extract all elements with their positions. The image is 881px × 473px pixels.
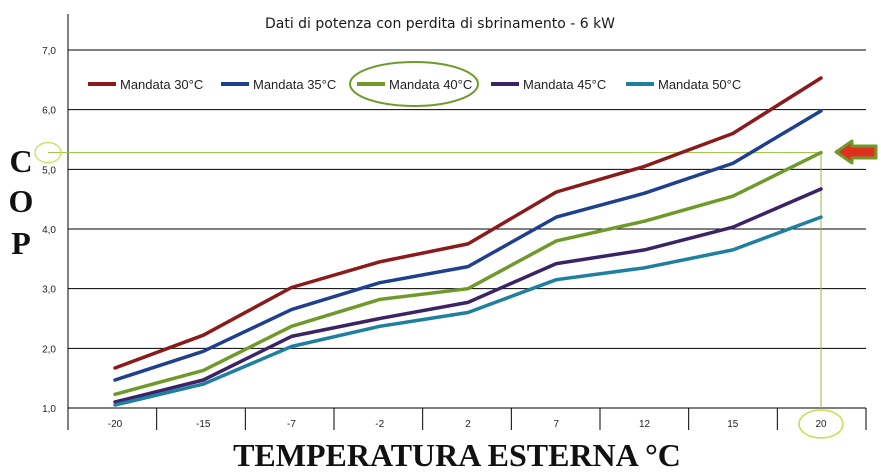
y-tick-label: 2,0 xyxy=(42,344,56,355)
x-tick-label: -7 xyxy=(287,419,296,430)
y-tick-label: 4,0 xyxy=(42,225,56,236)
legend: Mandata 30°C Mandata 35°C Mandata 40°C Mand… xyxy=(88,61,741,107)
legend-label: Mandata 30°C xyxy=(120,77,203,92)
y-label-letter: P xyxy=(11,225,31,261)
legend-label: Mandata 50°C xyxy=(658,77,741,92)
legend-label: Mandata 45°C xyxy=(523,77,606,92)
series-line-4 xyxy=(113,187,823,404)
y-axis-label: COP xyxy=(9,143,34,261)
x-axis-label: TEMPERATURA ESTERNA °C xyxy=(233,437,681,473)
x-tick-label: -20 xyxy=(108,419,123,430)
highlight-arrow xyxy=(834,139,878,165)
x-tick-labels: -20 -15 -7 -2 2 7 12 15 20 xyxy=(108,419,827,430)
legend-highlight-ellipse xyxy=(349,61,479,107)
y-tick-labels: 1,0 2,0 3,0 4,0 5,0 6,0 7,0 xyxy=(42,46,56,415)
y-tick-label: 6,0 xyxy=(42,106,56,117)
axes xyxy=(67,14,867,430)
x-tick-label: 7 xyxy=(553,419,559,430)
series-line-3 xyxy=(113,150,823,397)
series-line-2 xyxy=(113,109,823,382)
y-label-letter: O xyxy=(9,183,34,219)
chart-title: Dati di potenza con perdita di sbrinamen… xyxy=(265,16,615,32)
grid xyxy=(68,49,866,409)
y-tick-label: 7,0 xyxy=(42,46,56,57)
y-tick-label: 3,0 xyxy=(42,285,56,296)
x-tick-label: 15 xyxy=(727,419,739,430)
highlight-y-circle xyxy=(34,142,62,164)
x-tick-label: -15 xyxy=(196,419,211,430)
series-line-1 xyxy=(113,76,823,370)
highlight-guides xyxy=(34,139,878,439)
series-lines xyxy=(113,76,823,407)
x-tick-label: -2 xyxy=(375,419,384,430)
y-tick-label: 5,0 xyxy=(42,165,56,176)
highlight-x-circle xyxy=(798,409,844,439)
legend-label: Mandata 35°C xyxy=(253,77,336,92)
y-tick-label: 1,0 xyxy=(42,404,56,415)
x-tick-label: 20 xyxy=(815,419,827,430)
x-tick-label: 2 xyxy=(465,419,471,430)
x-tick-label: 12 xyxy=(639,419,651,430)
series-line-5 xyxy=(113,215,823,407)
y-label-letter: C xyxy=(9,143,32,179)
legend-label: Mandata 40°C xyxy=(389,77,472,92)
